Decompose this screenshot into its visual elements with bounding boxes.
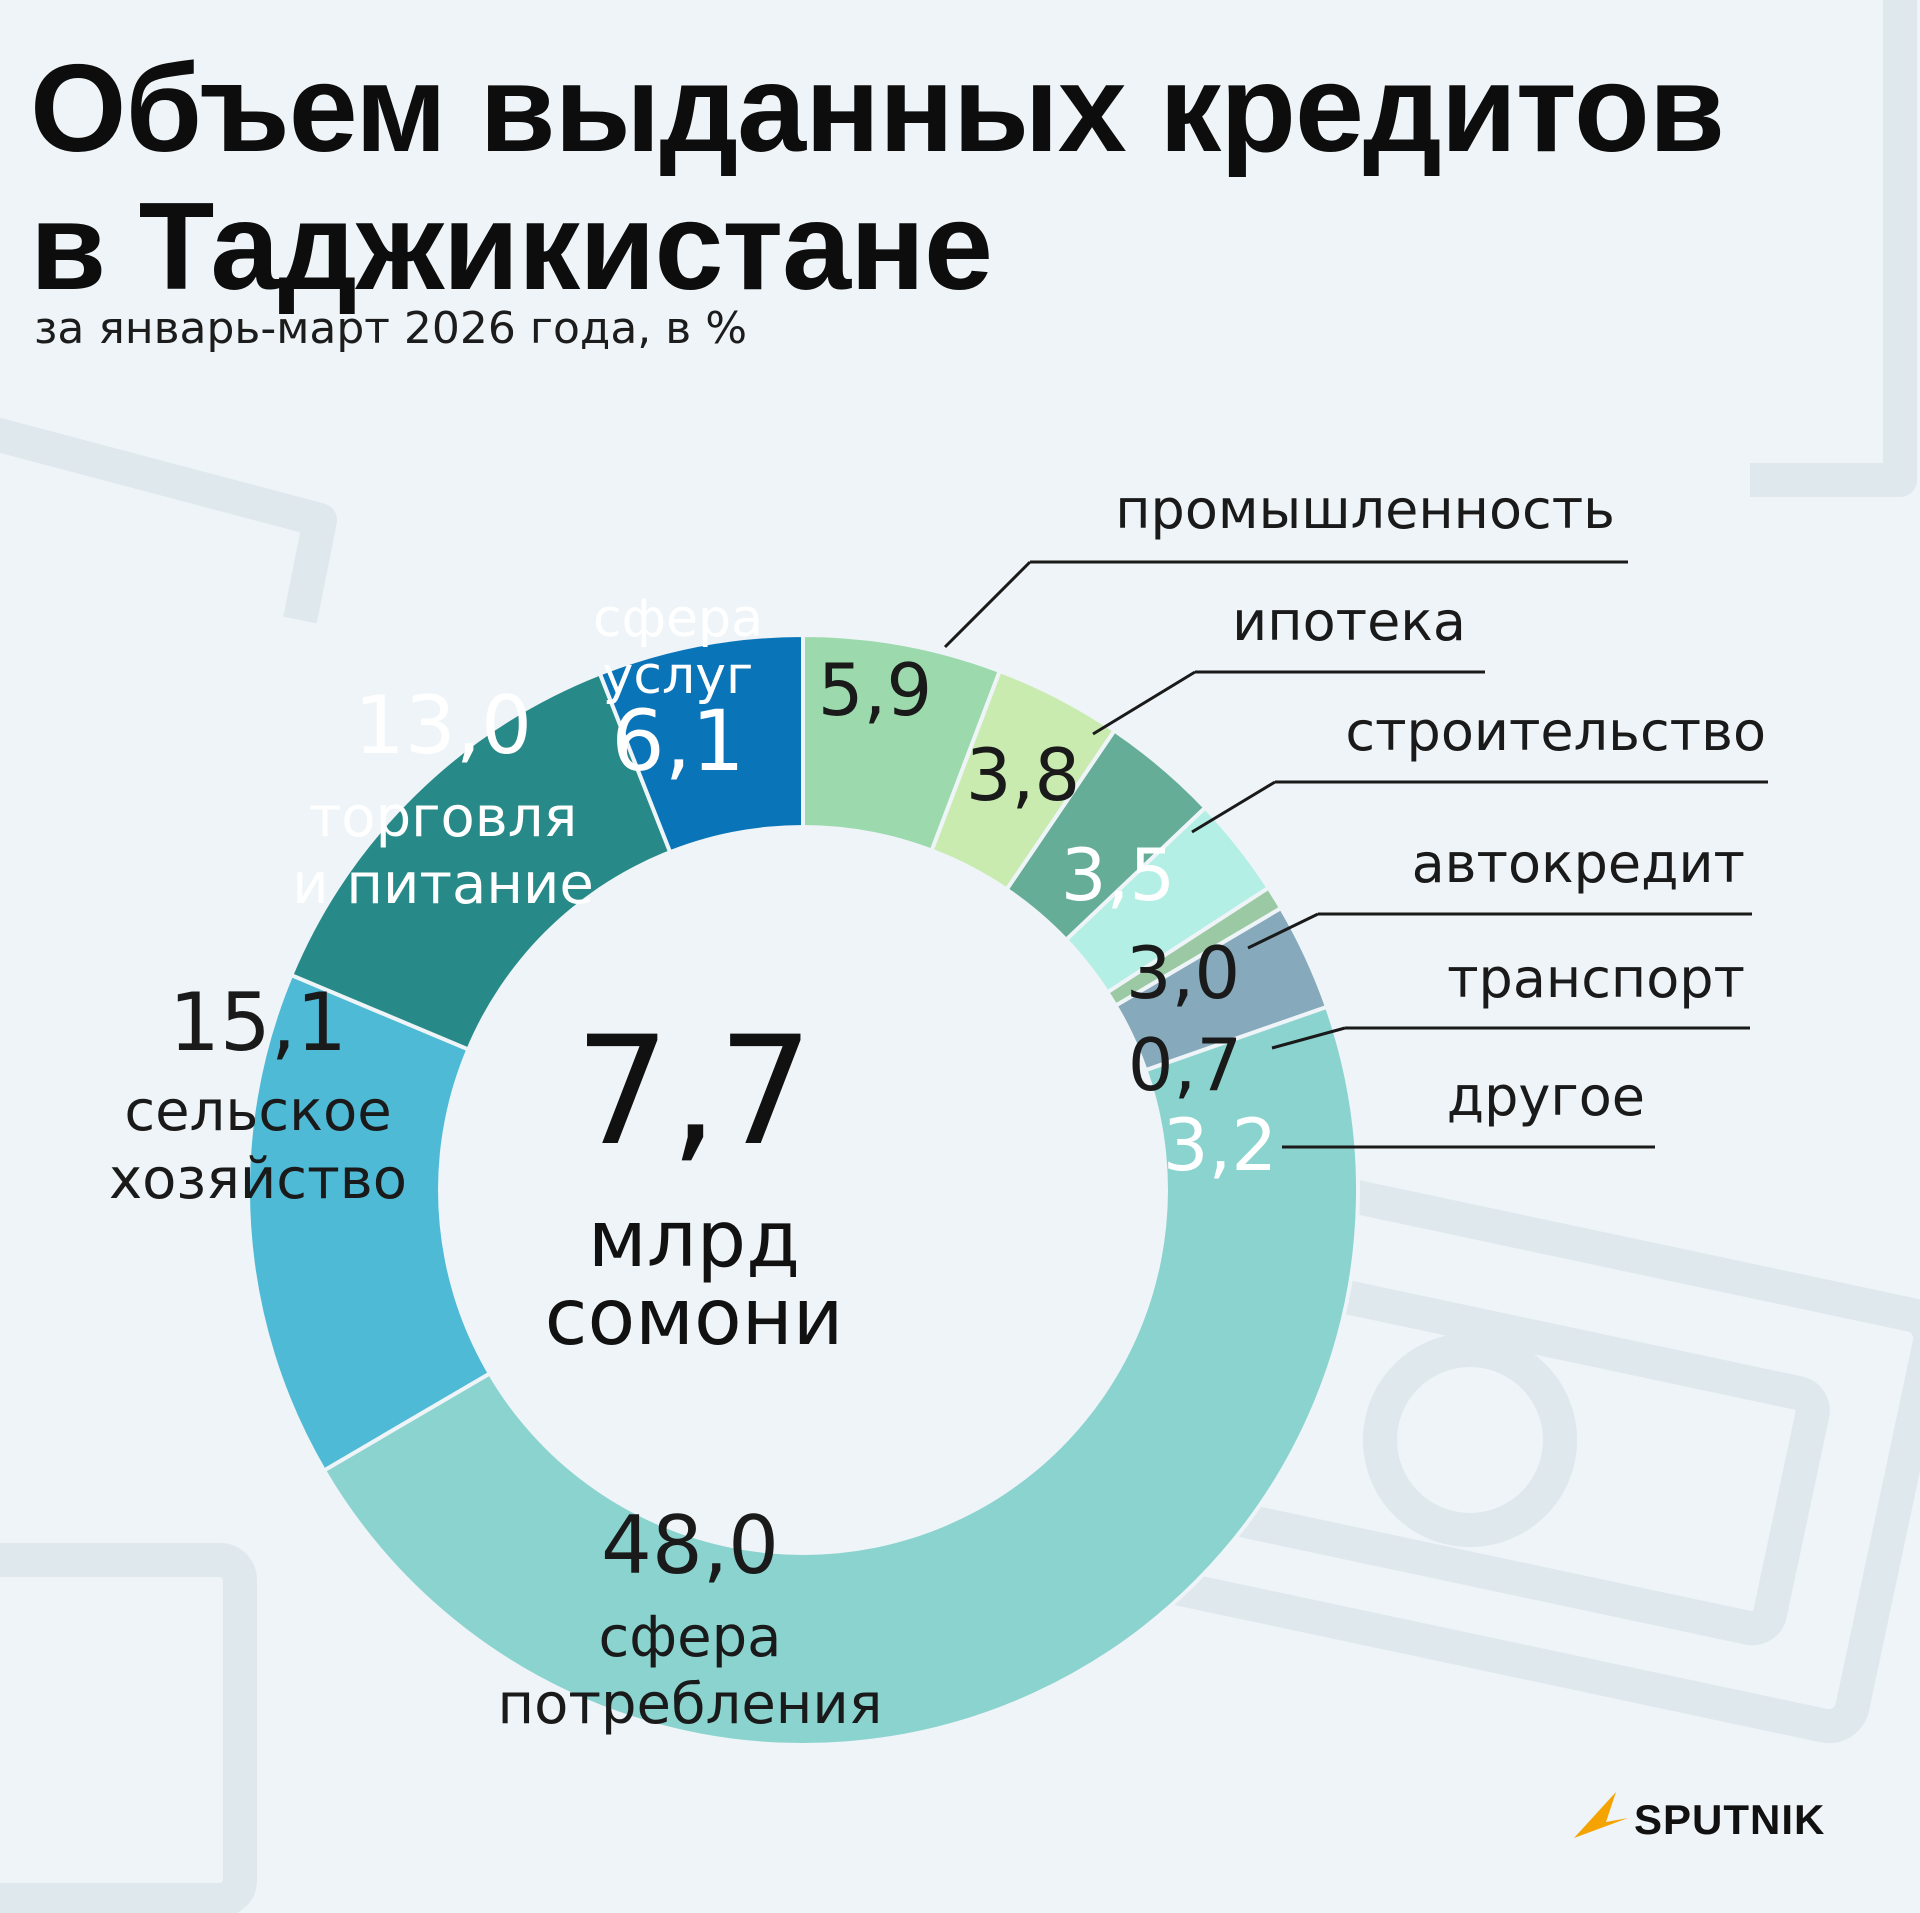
slice-value-other: 3,2 <box>1163 1103 1278 1187</box>
slice-value-services: 6,1 <box>611 692 745 790</box>
sputnik-logo-icon <box>1574 1792 1628 1838</box>
leader-line-industry <box>943 560 1032 649</box>
leader-line-construction <box>1191 780 1276 834</box>
callout-label-transport: транспорт <box>1447 947 1745 1010</box>
slice-label-services-1: сфера <box>593 589 763 649</box>
sputnik-logo-wordmark: SPUTNIK <box>1634 1796 1825 1843</box>
center-total-unit-line-1: млрд <box>588 1195 800 1285</box>
slice-label-trade-1: торговля <box>309 785 578 850</box>
callout-label-mortgage: ипотека <box>1232 590 1466 653</box>
sputnik-logo: SPUTNIK <box>1574 1792 1825 1843</box>
slice-label-consumption-1: сфера <box>599 1605 782 1670</box>
leader-lines <box>943 560 1768 1149</box>
callout-label-industry: промышленность <box>1115 478 1615 541</box>
center-total-value: 7,7 <box>575 1005 814 1179</box>
slice-value-construction: 3,5 <box>1061 833 1176 917</box>
bg-shape-bottom-left <box>0 1543 257 1913</box>
page-subtitle: за январь-март 2026 года, в % <box>34 303 748 354</box>
slice-label-agriculture-1: сельское <box>124 1079 391 1144</box>
center-total-unit-line-2: сомони <box>545 1273 844 1363</box>
callout-label-auto: автокредит <box>1412 832 1745 895</box>
slice-value-agriculture: 15,1 <box>169 976 347 1069</box>
slice-labels: 5,9 промышленность 3,8 ипотека 3,5 строительс… <box>109 478 1766 1737</box>
callout-label-other: другое <box>1447 1065 1645 1128</box>
page-title: Объем выданных кредитов в Таджикистане <box>30 40 1890 316</box>
bg-shape-left <box>0 417 337 624</box>
donut-hole <box>438 825 1168 1555</box>
center-total: 7,7 млрд сомони <box>545 1005 844 1363</box>
leader-line-transport <box>1271 1026 1346 1050</box>
slice-label-trade-2: и питание <box>292 852 594 917</box>
slice-label-consumption-2: потребления <box>498 1672 883 1737</box>
title-line-2: в Таджикистане <box>30 178 993 316</box>
slice-value-industry: 5,9 <box>818 648 933 732</box>
bg-shape-top-right <box>1750 0 1917 497</box>
slice-value-trade: 13,0 <box>354 679 532 772</box>
slice-value-mortgage: 3,8 <box>966 733 1081 817</box>
leader-line-mortgage <box>1092 670 1196 736</box>
slice-value-consumption: 48,0 <box>601 1499 779 1592</box>
slice-value-auto: 3,0 <box>1126 931 1241 1015</box>
slice-label-services-2: услуг <box>603 646 754 706</box>
title-line-1: Объем выданных кредитов <box>30 40 1725 178</box>
leader-line-auto <box>1247 912 1319 950</box>
slice-value-transport: 0,7 <box>1128 1023 1243 1107</box>
callout-label-construction: строительство <box>1345 700 1766 763</box>
banknote-coin-outline <box>1363 1333 1577 1547</box>
slice-label-agriculture-2: хозяйство <box>109 1147 407 1212</box>
